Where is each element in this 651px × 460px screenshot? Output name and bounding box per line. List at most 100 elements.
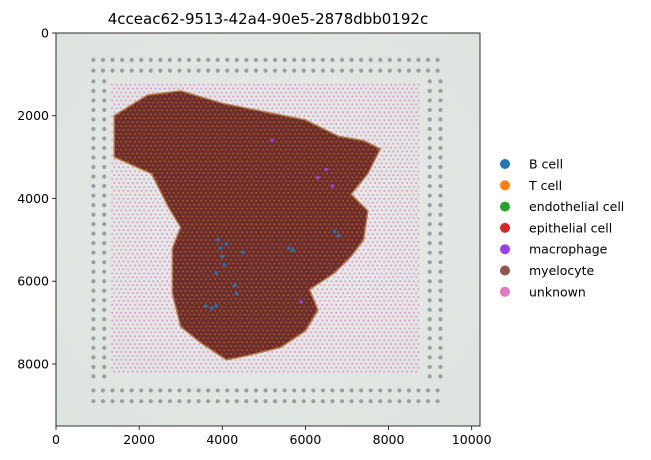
unknown-spot bbox=[321, 311, 324, 314]
unknown-spot bbox=[344, 335, 347, 338]
unknown-spot bbox=[367, 319, 370, 322]
unknown-spot bbox=[399, 311, 402, 314]
unknown-spot bbox=[140, 331, 143, 334]
unknown-spot bbox=[376, 107, 379, 110]
unknown-spot bbox=[399, 115, 402, 118]
unknown-spot bbox=[360, 260, 363, 263]
unknown-spot bbox=[360, 347, 363, 349]
unknown-spot bbox=[168, 229, 171, 232]
unknown-spot bbox=[204, 347, 207, 349]
unknown-spot bbox=[319, 331, 322, 334]
unknown-spot bbox=[403, 99, 406, 102]
fiducial-dot bbox=[234, 399, 239, 404]
unknown-spot bbox=[339, 123, 342, 125]
unknown-spot bbox=[403, 115, 406, 118]
unknown-spot bbox=[399, 335, 402, 338]
unknown-spot bbox=[408, 130, 411, 133]
unknown-spot bbox=[392, 323, 395, 326]
unknown-spot bbox=[374, 331, 376, 334]
unknown-spot bbox=[355, 347, 358, 349]
unknown-spot bbox=[378, 307, 381, 310]
unknown-spot bbox=[127, 292, 130, 294]
fiducial-dot bbox=[91, 250, 96, 255]
fiducial-dot bbox=[427, 269, 432, 274]
unknown-spot bbox=[387, 307, 390, 310]
unknown-spot bbox=[140, 339, 143, 342]
unknown-spot bbox=[124, 272, 127, 275]
unknown-spot bbox=[120, 343, 123, 346]
unknown-spot bbox=[140, 174, 143, 177]
unknown-spot bbox=[410, 244, 413, 247]
unknown-spot bbox=[113, 347, 116, 349]
unknown-spot bbox=[396, 339, 399, 342]
unknown-spot bbox=[163, 260, 166, 263]
fiducial-dot bbox=[368, 68, 373, 73]
unknown-spot bbox=[417, 248, 420, 251]
fiducial-dot bbox=[320, 388, 325, 393]
unknown-spot bbox=[143, 233, 146, 236]
unknown-spot bbox=[369, 244, 372, 247]
fiducial-dot bbox=[263, 388, 268, 393]
fiducial-dot bbox=[438, 336, 443, 341]
fiducial-dot bbox=[91, 174, 96, 179]
unknown-spot bbox=[127, 252, 130, 255]
unknown-spot bbox=[111, 170, 114, 173]
fiducial-dot bbox=[311, 57, 316, 62]
unknown-spot bbox=[207, 91, 210, 94]
unknown-spot bbox=[145, 323, 148, 326]
unknown-spot bbox=[120, 185, 123, 188]
unknown-spot bbox=[314, 354, 317, 357]
unknown-spot bbox=[417, 335, 420, 338]
unknown-spot bbox=[296, 111, 299, 114]
unknown-spot bbox=[415, 103, 418, 106]
unknown-spot bbox=[401, 150, 404, 153]
unknown-spot bbox=[353, 295, 356, 298]
unknown-spot bbox=[163, 307, 166, 310]
unknown-spot bbox=[369, 134, 372, 137]
unknown-spot bbox=[129, 327, 132, 330]
fiducial-dot bbox=[397, 57, 402, 62]
unknown-spot bbox=[316, 295, 319, 298]
unknown-spot bbox=[280, 99, 283, 102]
unknown-spot bbox=[415, 158, 418, 161]
unknown-spot bbox=[399, 280, 402, 283]
unknown-spot bbox=[118, 213, 120, 216]
unknown-spot bbox=[118, 166, 120, 169]
unknown-spot bbox=[399, 351, 402, 353]
unknown-spot bbox=[351, 292, 354, 294]
unknown-spot bbox=[111, 335, 114, 338]
unknown-spot bbox=[390, 343, 392, 346]
unknown-spot bbox=[385, 225, 388, 228]
unknown-spot bbox=[118, 252, 120, 255]
unknown-spot bbox=[145, 268, 148, 271]
unknown-spot bbox=[417, 162, 420, 165]
unknown-spot bbox=[348, 272, 351, 275]
unknown-spot bbox=[118, 174, 120, 177]
unknown-spot bbox=[120, 295, 123, 298]
unknown-spot bbox=[122, 299, 125, 302]
unknown-spot bbox=[369, 197, 372, 200]
unknown-spot bbox=[374, 197, 376, 200]
unknown-spot bbox=[138, 288, 141, 291]
unknown-spot bbox=[255, 95, 258, 98]
unknown-spot bbox=[161, 248, 164, 251]
unknown-spot bbox=[140, 87, 143, 90]
unknown-spot bbox=[129, 83, 132, 86]
unknown-spot bbox=[321, 107, 324, 110]
unknown-spot bbox=[358, 107, 360, 110]
unknown-spot bbox=[362, 311, 365, 314]
unknown-spot bbox=[380, 225, 383, 228]
unknown-spot bbox=[410, 213, 413, 216]
unknown-spot bbox=[172, 323, 175, 326]
unknown-spot bbox=[118, 315, 120, 318]
unknown-spot bbox=[390, 225, 392, 228]
unknown-spot bbox=[111, 107, 114, 110]
unknown-spot bbox=[282, 111, 285, 114]
unknown-spot bbox=[399, 130, 402, 133]
unknown-spot bbox=[136, 213, 139, 216]
unknown-spot bbox=[415, 260, 418, 263]
unknown-spot bbox=[408, 178, 411, 180]
fiducial-dot bbox=[272, 388, 278, 393]
unknown-spot bbox=[390, 193, 392, 196]
unknown-spot bbox=[136, 331, 139, 334]
